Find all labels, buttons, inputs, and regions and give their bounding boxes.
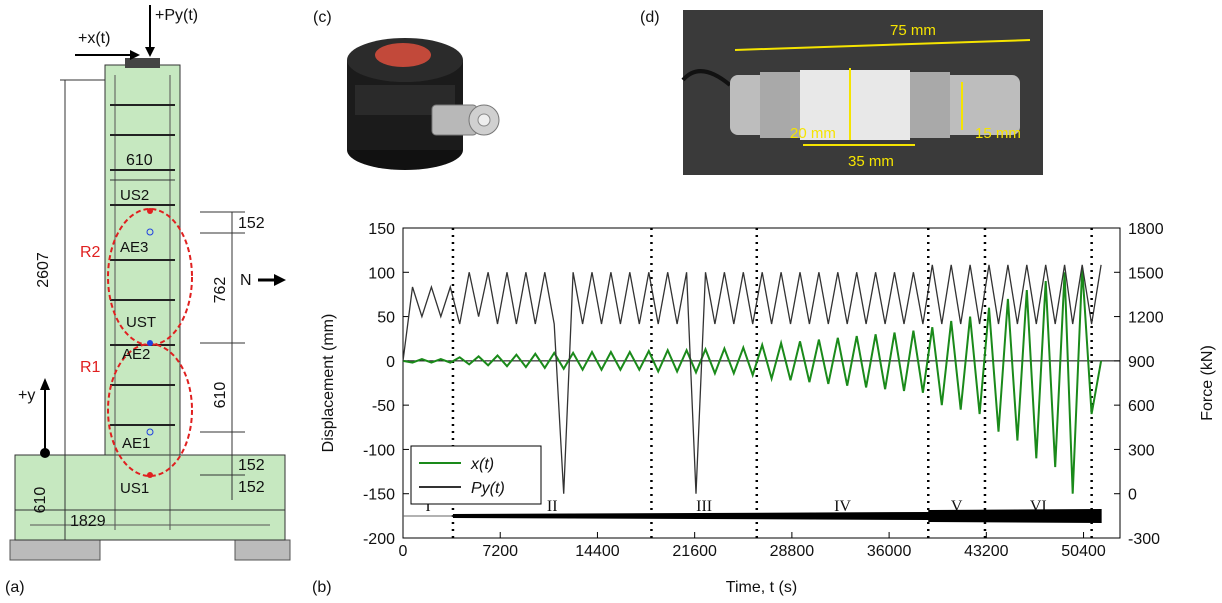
diagram-label: 610 bbox=[32, 487, 49, 514]
y-tick-label: 0 bbox=[386, 354, 395, 371]
y2-tick-label: 1800 bbox=[1128, 221, 1164, 238]
y-tick-label: 100 bbox=[368, 265, 395, 282]
diagram-label: US2 bbox=[120, 187, 149, 204]
y-tick-label: -200 bbox=[363, 531, 395, 548]
y2-tick-label: -300 bbox=[1128, 531, 1160, 548]
diagram-label: AE3 bbox=[120, 239, 148, 256]
panel-label: (c) bbox=[313, 9, 332, 26]
diagram-label: AE2 bbox=[122, 346, 150, 363]
y2-tick-label: 300 bbox=[1128, 442, 1155, 459]
panel-label: (d) bbox=[640, 9, 660, 26]
y-axis-label: Displacement (mm) bbox=[320, 314, 337, 453]
diagram-label: 2607 bbox=[35, 252, 52, 288]
y-tick-label: -150 bbox=[363, 487, 395, 504]
diagram-label: 610 bbox=[126, 152, 153, 169]
diagram-label: 1829 bbox=[70, 513, 106, 530]
diagram-label: R2 bbox=[80, 244, 101, 261]
diagram-label: AE1 bbox=[122, 435, 150, 452]
column-diagram bbox=[9, 5, 291, 561]
x-tick-label: 0 bbox=[399, 543, 408, 560]
phase-label: I bbox=[425, 498, 430, 515]
diagram-label: 762 bbox=[212, 277, 229, 304]
y2-tick-label: 600 bbox=[1128, 398, 1155, 415]
diagram-label: 610 bbox=[212, 382, 229, 409]
dimension-label: 20 mm bbox=[790, 125, 836, 142]
y-tick-label: 150 bbox=[368, 221, 395, 238]
x-tick-label: 21600 bbox=[672, 543, 717, 560]
diagram-label: 152 bbox=[238, 457, 265, 474]
phase-label: III bbox=[696, 498, 712, 515]
y2-tick-label: 1500 bbox=[1128, 265, 1164, 282]
timeline-bar bbox=[452, 509, 1102, 523]
panel-label: (a) bbox=[5, 579, 25, 596]
dimension-label: 35 mm bbox=[848, 153, 894, 170]
dimension-label: 15 mm bbox=[975, 125, 1021, 142]
transducer-photo bbox=[681, 10, 1043, 175]
diagram-label: +y bbox=[18, 387, 35, 404]
diagram-label: R1 bbox=[80, 359, 101, 376]
phase-label: II bbox=[547, 498, 558, 515]
legend-box bbox=[410, 445, 542, 505]
diagram-label: +x(t) bbox=[78, 30, 110, 47]
dimension-label: 75 mm bbox=[890, 22, 936, 39]
x-tick-label: 14400 bbox=[575, 543, 620, 560]
chart: -200 -150 -100 -50 0 50 100 150 -300 0 300 600 900 12… bbox=[320, 221, 1216, 596]
plot-frame bbox=[402, 227, 1121, 539]
x-tick-label: 50400 bbox=[1061, 543, 1106, 560]
x-tick-label: 43200 bbox=[964, 543, 1009, 560]
x-tick-label: 7200 bbox=[482, 543, 518, 560]
phase-label: IV bbox=[834, 498, 851, 515]
y2-tick-label: 0 bbox=[1128, 487, 1137, 504]
diagram-label: N bbox=[240, 272, 252, 289]
legend-label: x(t) bbox=[470, 456, 494, 473]
y-tick-label: -50 bbox=[372, 398, 395, 415]
diagram-label: US1 bbox=[120, 480, 149, 497]
y2-tick-label: 900 bbox=[1128, 354, 1155, 371]
sensor-photo bbox=[347, 38, 500, 170]
diagram-label: 152 bbox=[238, 215, 265, 232]
diagram-label: 152 bbox=[238, 479, 265, 496]
x-tick-label: 28800 bbox=[770, 543, 815, 560]
series-line bbox=[402, 267, 1103, 494]
panel-label: (b) bbox=[312, 579, 332, 596]
y2-axis-label: Force (kN) bbox=[1199, 345, 1216, 421]
legend-label: Py(t) bbox=[471, 480, 505, 497]
y-tick-label: -100 bbox=[363, 442, 395, 459]
series-line bbox=[402, 264, 1102, 494]
x-axis-label: Time, t (s) bbox=[726, 579, 797, 596]
diagram-label: UST bbox=[126, 314, 156, 331]
y-tick-label: 50 bbox=[377, 310, 395, 327]
y2-tick-label: 1200 bbox=[1128, 310, 1164, 327]
x-tick-label: 36000 bbox=[867, 543, 912, 560]
diagram-label: +Py(t) bbox=[155, 7, 198, 24]
